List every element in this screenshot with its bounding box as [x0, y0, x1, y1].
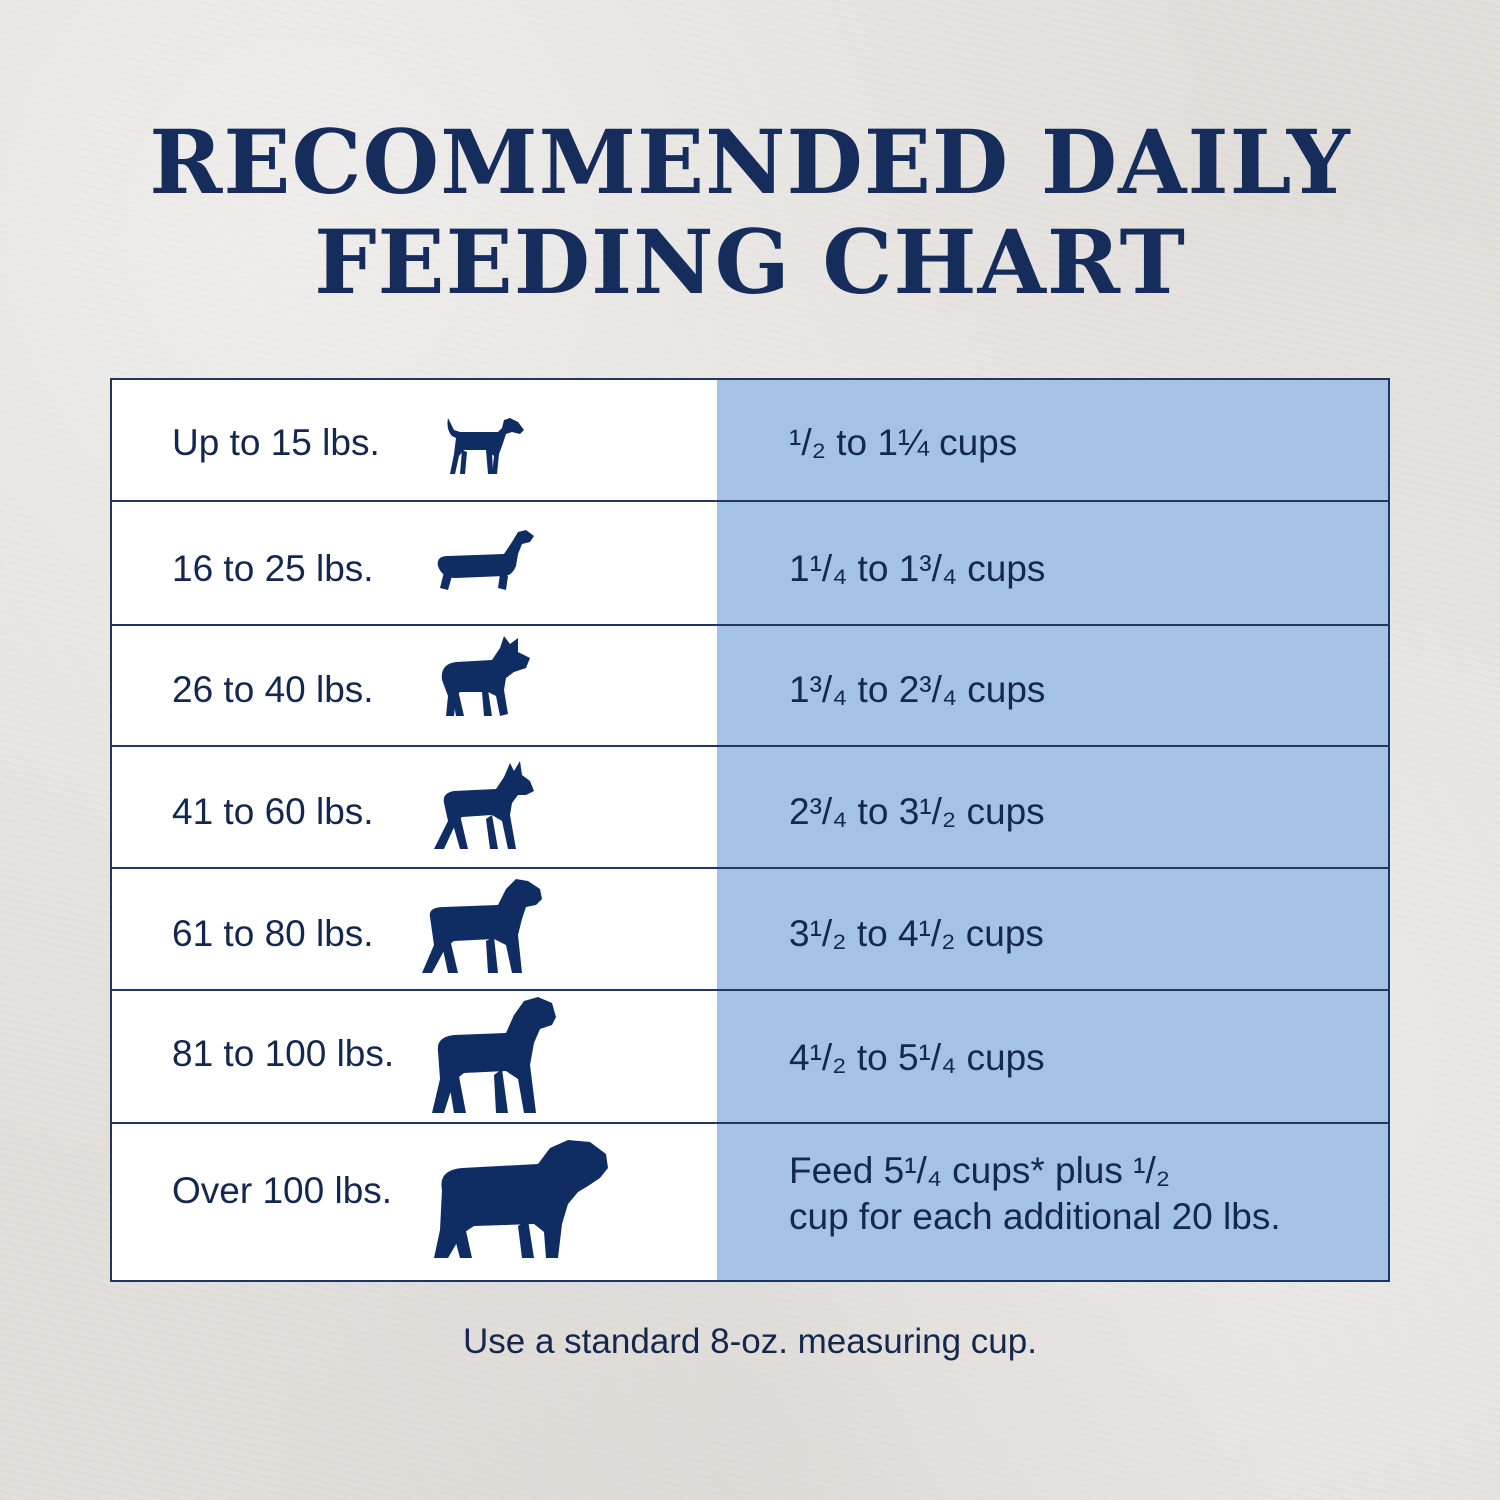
- feeding-table: Up to 15 lbs. ¹/₂ to 1¼ cups 16 to 25 lb…: [110, 378, 1390, 1282]
- mastiff-silhouette-icon: [434, 1140, 608, 1258]
- row-divider: [112, 989, 1388, 991]
- weight-cell: Over 100 lbs.: [172, 1170, 393, 1211]
- title-line-1: RECOMMENDED DAILY: [149, 110, 1351, 214]
- amount-line-1: Feed 5¹/₄ cups* plus ¹/₂: [789, 1150, 1171, 1191]
- beagle-silhouette-icon: [447, 418, 524, 474]
- weight-cell: 16 to 25 lbs.: [172, 548, 374, 589]
- amount-column-background: [717, 380, 1388, 1280]
- table-row: Over 100 lbs. Feed 5¹/₄ cups* plus ¹/₂ c…: [112, 1124, 1388, 1280]
- weight-cell: 26 to 40 lbs.: [172, 669, 374, 710]
- table-row: 26 to 40 lbs. 1³/₄ to 2³/₄ cups: [112, 626, 1388, 747]
- amount-line-2: cup for each additional 20 lbs.: [789, 1196, 1281, 1237]
- row-divider: [112, 500, 1388, 502]
- large-dog-silhouette-icon: [432, 997, 556, 1113]
- row-divider: [112, 867, 1388, 869]
- title-line-2: FEEDING CHART: [314, 210, 1186, 314]
- row-divider: [112, 1122, 1388, 1124]
- weight-cell: 41 to 60 lbs.: [172, 791, 374, 832]
- amount-cell: 4¹/₂ to 5¹/₄ cups: [789, 1037, 1045, 1078]
- table-row: 81 to 100 lbs. 4¹/₂ to 5¹/₄ cups: [112, 991, 1388, 1124]
- weight-cell: 61 to 80 lbs.: [172, 913, 374, 954]
- table-row: 61 to 80 lbs. 3¹/₂ to 4¹/₂ cups: [112, 869, 1388, 991]
- dachshund-silhouette-icon: [437, 530, 534, 590]
- page-title: RECOMMENDED DAILY FEEDING CHART: [0, 112, 1500, 312]
- amount-cell: 3¹/₂ to 4¹/₂ cups: [789, 913, 1044, 954]
- amount-cell: 1³/₄ to 2³/₄ cups: [789, 669, 1046, 710]
- amount-cell: ¹/₂ to 1¼ cups: [789, 422, 1018, 463]
- amount-cell: 2³/₄ to 3¹/₂ cups: [789, 791, 1045, 832]
- footnote: Use a standard 8-oz. measuring cup.: [463, 1322, 1037, 1361]
- row-divider: [112, 745, 1388, 747]
- table-row: Up to 15 lbs. ¹/₂ to 1¼ cups: [112, 380, 1388, 502]
- rottweiler-silhouette-icon: [422, 879, 542, 973]
- table-row: 41 to 60 lbs. 2³/₄ to 3¹/₂ cups: [112, 747, 1388, 869]
- amount-cell: 1¹/₄ to 1³/₄ cups: [789, 548, 1046, 589]
- row-divider: [112, 624, 1388, 626]
- bulldog-silhouette-icon: [441, 636, 530, 716]
- amount-cell: Feed 5¹/₄ cups* plus ¹/₂ cup for each ad…: [789, 1148, 1281, 1240]
- boxer-silhouette-icon: [434, 761, 534, 849]
- weight-cell: Up to 15 lbs.: [172, 422, 380, 463]
- table-row: 16 to 25 lbs. 1¹/₄ to 1³/₄ cups: [112, 502, 1388, 626]
- weight-cell: 81 to 100 lbs.: [172, 1033, 395, 1074]
